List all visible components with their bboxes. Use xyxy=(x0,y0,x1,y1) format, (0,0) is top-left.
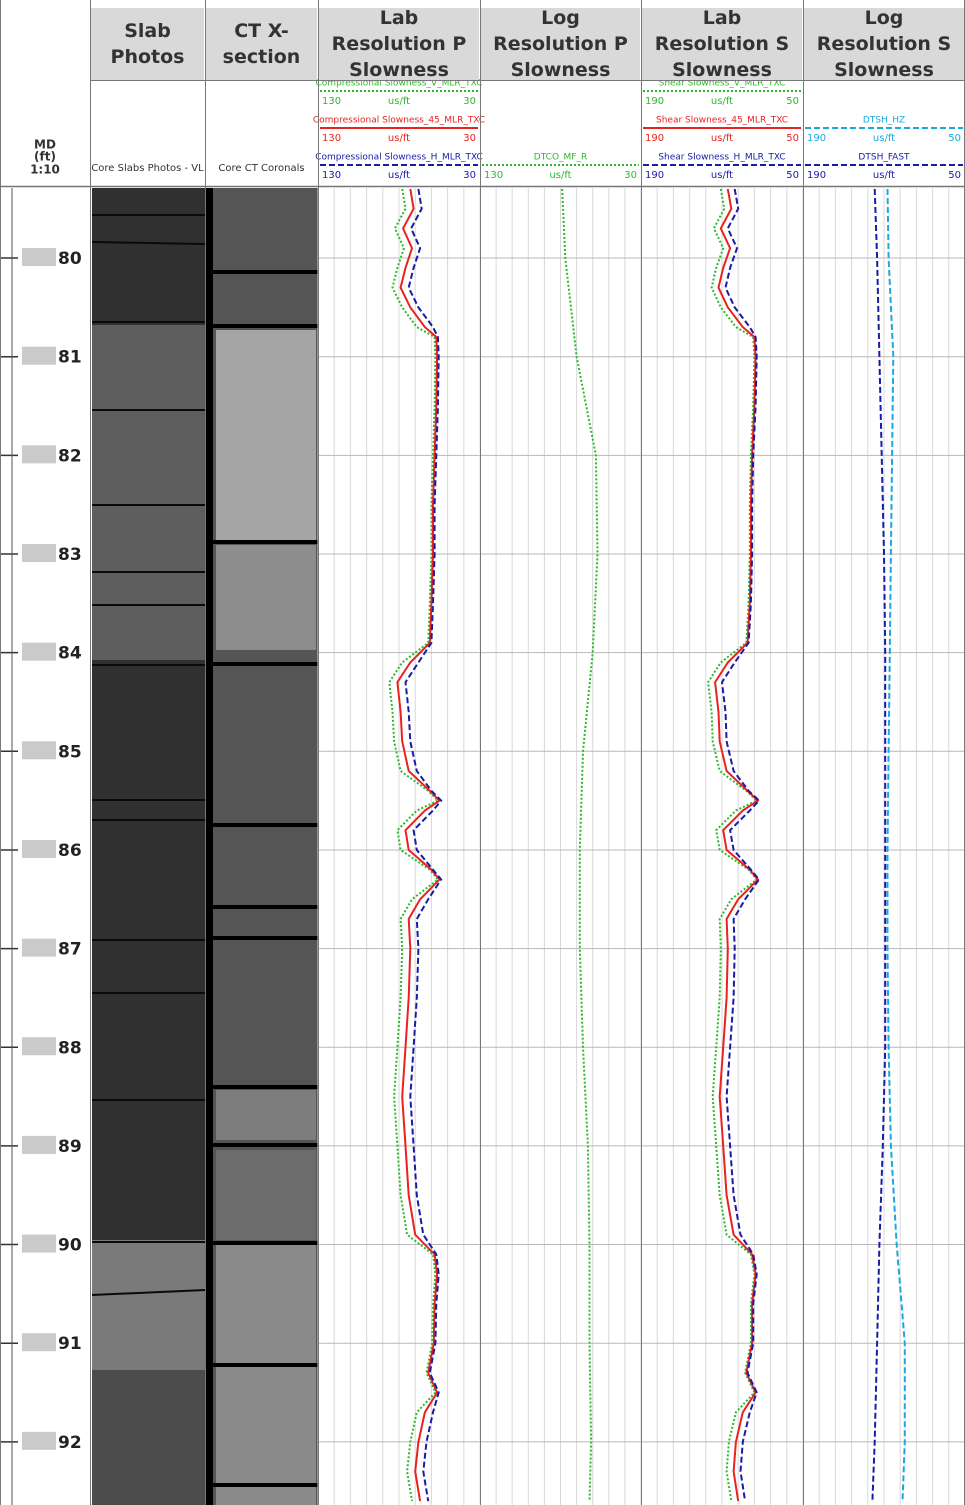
depth-label: 80 xyxy=(58,249,82,269)
depth-label: 81 xyxy=(58,348,82,368)
md-header: 1:10 xyxy=(30,163,60,177)
redacted-prefix xyxy=(22,642,56,661)
redacted-prefix xyxy=(22,445,56,464)
curve xyxy=(388,188,440,1502)
redacted-prefix xyxy=(22,346,56,365)
redacted-prefix xyxy=(22,938,56,957)
depth-label: 92 xyxy=(58,1433,82,1453)
curve-name: Shear Slowness_H_MLR_TXC xyxy=(658,153,785,163)
slab-image xyxy=(92,1370,205,1505)
scale-unit: us/ft xyxy=(711,96,733,107)
scale-left: 190 xyxy=(807,170,826,181)
scale-right: 50 xyxy=(948,170,961,181)
scale-right: 50 xyxy=(786,96,799,107)
scale-left: 130 xyxy=(322,170,341,181)
scale-right: 50 xyxy=(786,133,799,144)
curve xyxy=(396,188,442,1502)
ct-image xyxy=(216,1090,316,1140)
redacted-prefix xyxy=(22,1431,56,1450)
track-title: Lab Resolution P Slowness xyxy=(319,7,479,81)
scale-left: 190 xyxy=(645,170,664,181)
depth-label: 83 xyxy=(58,545,82,565)
curve xyxy=(886,188,906,1502)
ct-edge xyxy=(205,188,213,1505)
scale-left: 130 xyxy=(484,170,503,181)
depth-label: 86 xyxy=(58,841,82,861)
scale-left: 190 xyxy=(645,133,664,144)
curve xyxy=(871,188,887,1502)
curve xyxy=(561,188,599,1502)
curve xyxy=(720,188,761,1502)
redacted-prefix xyxy=(22,1333,56,1352)
slab-image xyxy=(92,325,205,660)
ct-image xyxy=(216,1150,316,1240)
redacted-prefix xyxy=(22,741,56,760)
md-header: MD xyxy=(34,138,56,152)
depth-label: 88 xyxy=(58,1038,82,1058)
curve-name: DTSH_HZ xyxy=(863,116,905,126)
ct-image xyxy=(216,545,316,650)
track-subtitle: Core Slabs Photos - VL xyxy=(91,163,204,174)
depth-label: 87 xyxy=(58,940,82,960)
depth-label: 89 xyxy=(58,1137,82,1157)
track-title: Log Resolution P Slowness xyxy=(481,7,640,81)
track-title: Lab Resolution S Slowness xyxy=(642,7,802,81)
scale-right: 30 xyxy=(463,96,476,107)
depth-label: 90 xyxy=(58,1236,82,1256)
scale-right: 30 xyxy=(624,170,637,181)
scale-left: 130 xyxy=(322,96,341,107)
scale-unit: us/ft xyxy=(873,133,895,144)
scale-unit: us/ft xyxy=(711,133,733,144)
scale-unit: us/ft xyxy=(711,170,733,181)
ct-gaps xyxy=(213,270,318,1487)
depth-label: 84 xyxy=(58,644,82,664)
scale-right: 50 xyxy=(786,170,799,181)
scale-right: 30 xyxy=(463,133,476,144)
ct-image xyxy=(216,1245,316,1505)
redacted-prefix xyxy=(22,248,56,267)
scale-left: 130 xyxy=(322,133,341,144)
scale-unit: us/ft xyxy=(873,170,895,181)
curve xyxy=(714,188,760,1502)
slab-fractures xyxy=(91,214,206,1296)
curve-name: Shear Slowness_45_MLR_TXC xyxy=(656,116,788,126)
redacted-prefix xyxy=(22,839,56,858)
redacted-prefix xyxy=(22,543,56,562)
redacted-prefix xyxy=(22,1135,56,1154)
scale-unit: us/ft xyxy=(549,170,571,181)
scale-unit: us/ft xyxy=(388,96,410,107)
curve-name: DTCO_MF_R xyxy=(534,153,587,163)
slab-image xyxy=(92,1240,205,1370)
scale-right: 30 xyxy=(463,170,476,181)
depth-label: 85 xyxy=(58,742,82,762)
redacted-prefix xyxy=(22,1037,56,1056)
redacted-prefix xyxy=(22,1234,56,1253)
scale-unit: us/ft xyxy=(388,170,410,181)
slab-photos xyxy=(91,188,206,1505)
track-title: CT X-section xyxy=(206,8,317,80)
scale-right: 50 xyxy=(948,133,961,144)
track-title: Slab Photos xyxy=(91,8,204,80)
scale-left: 190 xyxy=(645,96,664,107)
scale-left: 190 xyxy=(807,133,826,144)
curve-name: Compressional Slowness_45_MLR_TXC xyxy=(313,116,485,126)
track-title: Log Resolution S Slowness xyxy=(804,7,964,81)
track-subtitle: Core CT Coronals xyxy=(218,163,304,174)
ct-images xyxy=(205,188,318,1505)
curve-name: DTSH_FAST xyxy=(858,153,910,163)
ct-image xyxy=(216,330,316,540)
curve-name: Shear Slowness_V_MLR_TXC xyxy=(659,79,786,89)
curve-name: Compressional Slowness_H_MLR_TXC xyxy=(315,153,483,163)
md-header: (ft) xyxy=(34,150,56,164)
curve-name: Compressional Slowness_V_MLR_TXC xyxy=(316,79,483,89)
curve xyxy=(707,188,759,1502)
depth-label: 82 xyxy=(58,446,82,466)
depth-label: 91 xyxy=(58,1334,82,1354)
scale-unit: us/ft xyxy=(388,133,410,144)
